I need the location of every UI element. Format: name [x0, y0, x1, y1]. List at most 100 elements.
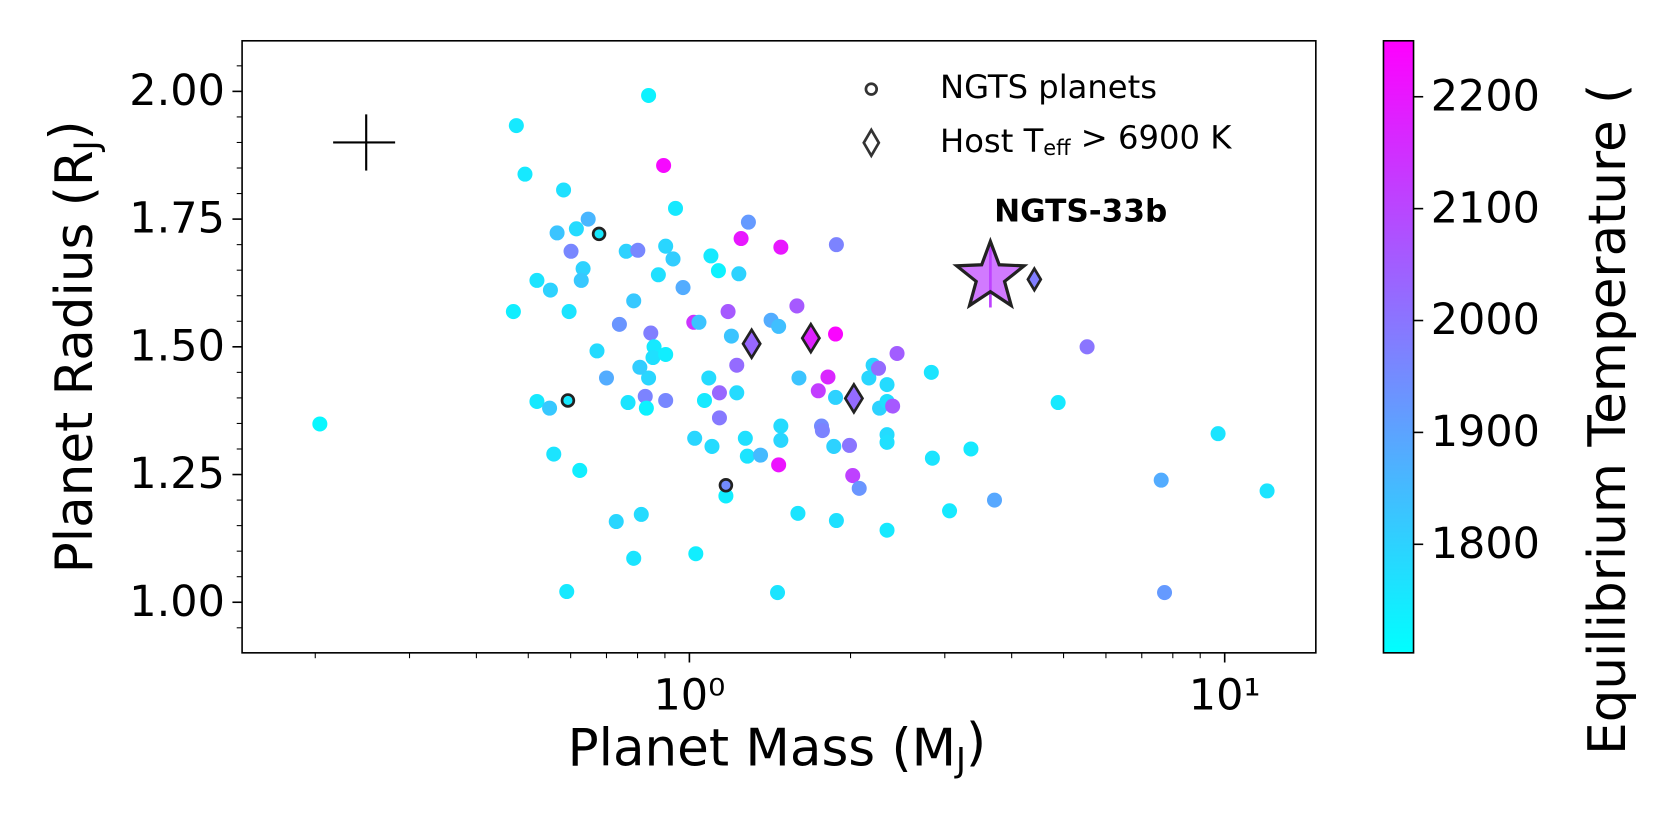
legend-label-sub: eff [1043, 136, 1071, 160]
y-axis-label: Planet Radius (RJ) [39, 120, 105, 573]
colorbar-tick-label: 1800 [1431, 519, 1540, 569]
colorbar-tick-label: 2000 [1431, 295, 1540, 345]
planet-point [641, 370, 657, 386]
planet-point [791, 370, 807, 386]
planet-point [568, 221, 584, 237]
planet-point [620, 394, 636, 411]
planet-point [505, 304, 521, 320]
planet-point [879, 377, 895, 393]
planet-point [773, 418, 789, 434]
planet-point [658, 238, 674, 254]
y-tick-label: 1.25 [129, 449, 225, 499]
planet-point [828, 512, 844, 529]
planet-point [687, 430, 703, 446]
planet-point [626, 293, 642, 309]
planet-point [790, 505, 806, 521]
y-axis-label-text: Planet Radius (R [45, 150, 105, 573]
x-axis-label-sub: J [954, 740, 966, 779]
planet-point [704, 438, 720, 454]
planet-point [814, 423, 830, 439]
planet-point [630, 242, 646, 258]
planet-point [773, 432, 789, 448]
planet-point [789, 298, 805, 314]
planet-point [828, 237, 844, 253]
x-axis-label-tail: ) [966, 713, 986, 773]
planet-point [508, 118, 524, 134]
colorbar-tick-label: 1900 [1431, 407, 1540, 457]
planet-point [773, 239, 789, 255]
y-axis-label-tail: ) [39, 120, 99, 140]
legend-label: Host Teff > 6900 K [940, 118, 1232, 160]
planet-point [718, 488, 734, 504]
planet-point [608, 514, 624, 530]
planet-point [871, 360, 887, 376]
planet-point [710, 263, 726, 279]
planet-point [691, 314, 707, 330]
planet-point [828, 326, 844, 342]
planet-point [641, 87, 657, 103]
planet-point [549, 225, 565, 241]
planet-point [729, 385, 745, 401]
planet-point [559, 584, 575, 600]
planet-point [632, 359, 648, 375]
planet-point [598, 370, 615, 386]
planet-point [828, 389, 844, 405]
planet-point [711, 385, 727, 401]
planet-point [658, 346, 674, 362]
planet-point [1157, 585, 1173, 601]
planet-point [517, 166, 533, 182]
y-tick-label: 1.50 [129, 321, 225, 371]
planet-point [650, 267, 666, 283]
planet-point [573, 272, 589, 288]
planet-point [542, 282, 558, 298]
x-tick-label: 10¹ [1189, 670, 1261, 720]
planet-point [879, 522, 895, 538]
planet-point [740, 214, 756, 230]
planet-point [986, 492, 1003, 508]
colorbar-tick-label: 2100 [1431, 183, 1540, 233]
planet-point [889, 345, 905, 361]
ngts-planet-point [718, 478, 734, 493]
hot-host-point [1026, 266, 1043, 293]
planet-point [771, 318, 787, 334]
planet-point [546, 446, 562, 462]
legend-label-tail: > 6900 K [1071, 118, 1233, 156]
planet-point [942, 503, 958, 519]
planet-point [580, 211, 596, 227]
planet-point [529, 272, 545, 288]
planet-point [770, 585, 786, 601]
planet-point [826, 438, 842, 454]
planet-point [575, 261, 591, 277]
ngts-33b-label: NGTS-33b [994, 194, 1167, 230]
planet-point [1259, 483, 1275, 499]
planet-point [701, 370, 717, 386]
planet-point [637, 388, 653, 404]
planet-point [841, 437, 858, 453]
planet-point [626, 550, 642, 566]
planet-point [703, 248, 719, 264]
planet-point [753, 447, 769, 463]
planet-point [723, 328, 739, 344]
planet-point [667, 200, 684, 216]
planet-point [561, 304, 577, 320]
planet-point [885, 398, 901, 414]
planet-point [720, 304, 736, 320]
planet-point [924, 450, 940, 466]
planet-point [675, 280, 691, 296]
planet-point [820, 369, 836, 385]
x-axis-label-text: Planet Mass (M [568, 719, 956, 779]
planet-point [638, 400, 654, 416]
legend-marker [862, 127, 881, 159]
planet-point [729, 357, 745, 373]
planet-point [733, 230, 749, 247]
ngts-33b-point [952, 236, 1029, 310]
planet-point [861, 370, 877, 386]
x-tick-label: 10⁰ [653, 670, 725, 720]
planet-point [1050, 394, 1066, 411]
planet-point [665, 251, 681, 267]
y-axis-label-sub: J [66, 140, 105, 152]
planet-point [542, 400, 558, 416]
legend-label-text: Host T [940, 122, 1044, 160]
planet-point [737, 430, 753, 446]
